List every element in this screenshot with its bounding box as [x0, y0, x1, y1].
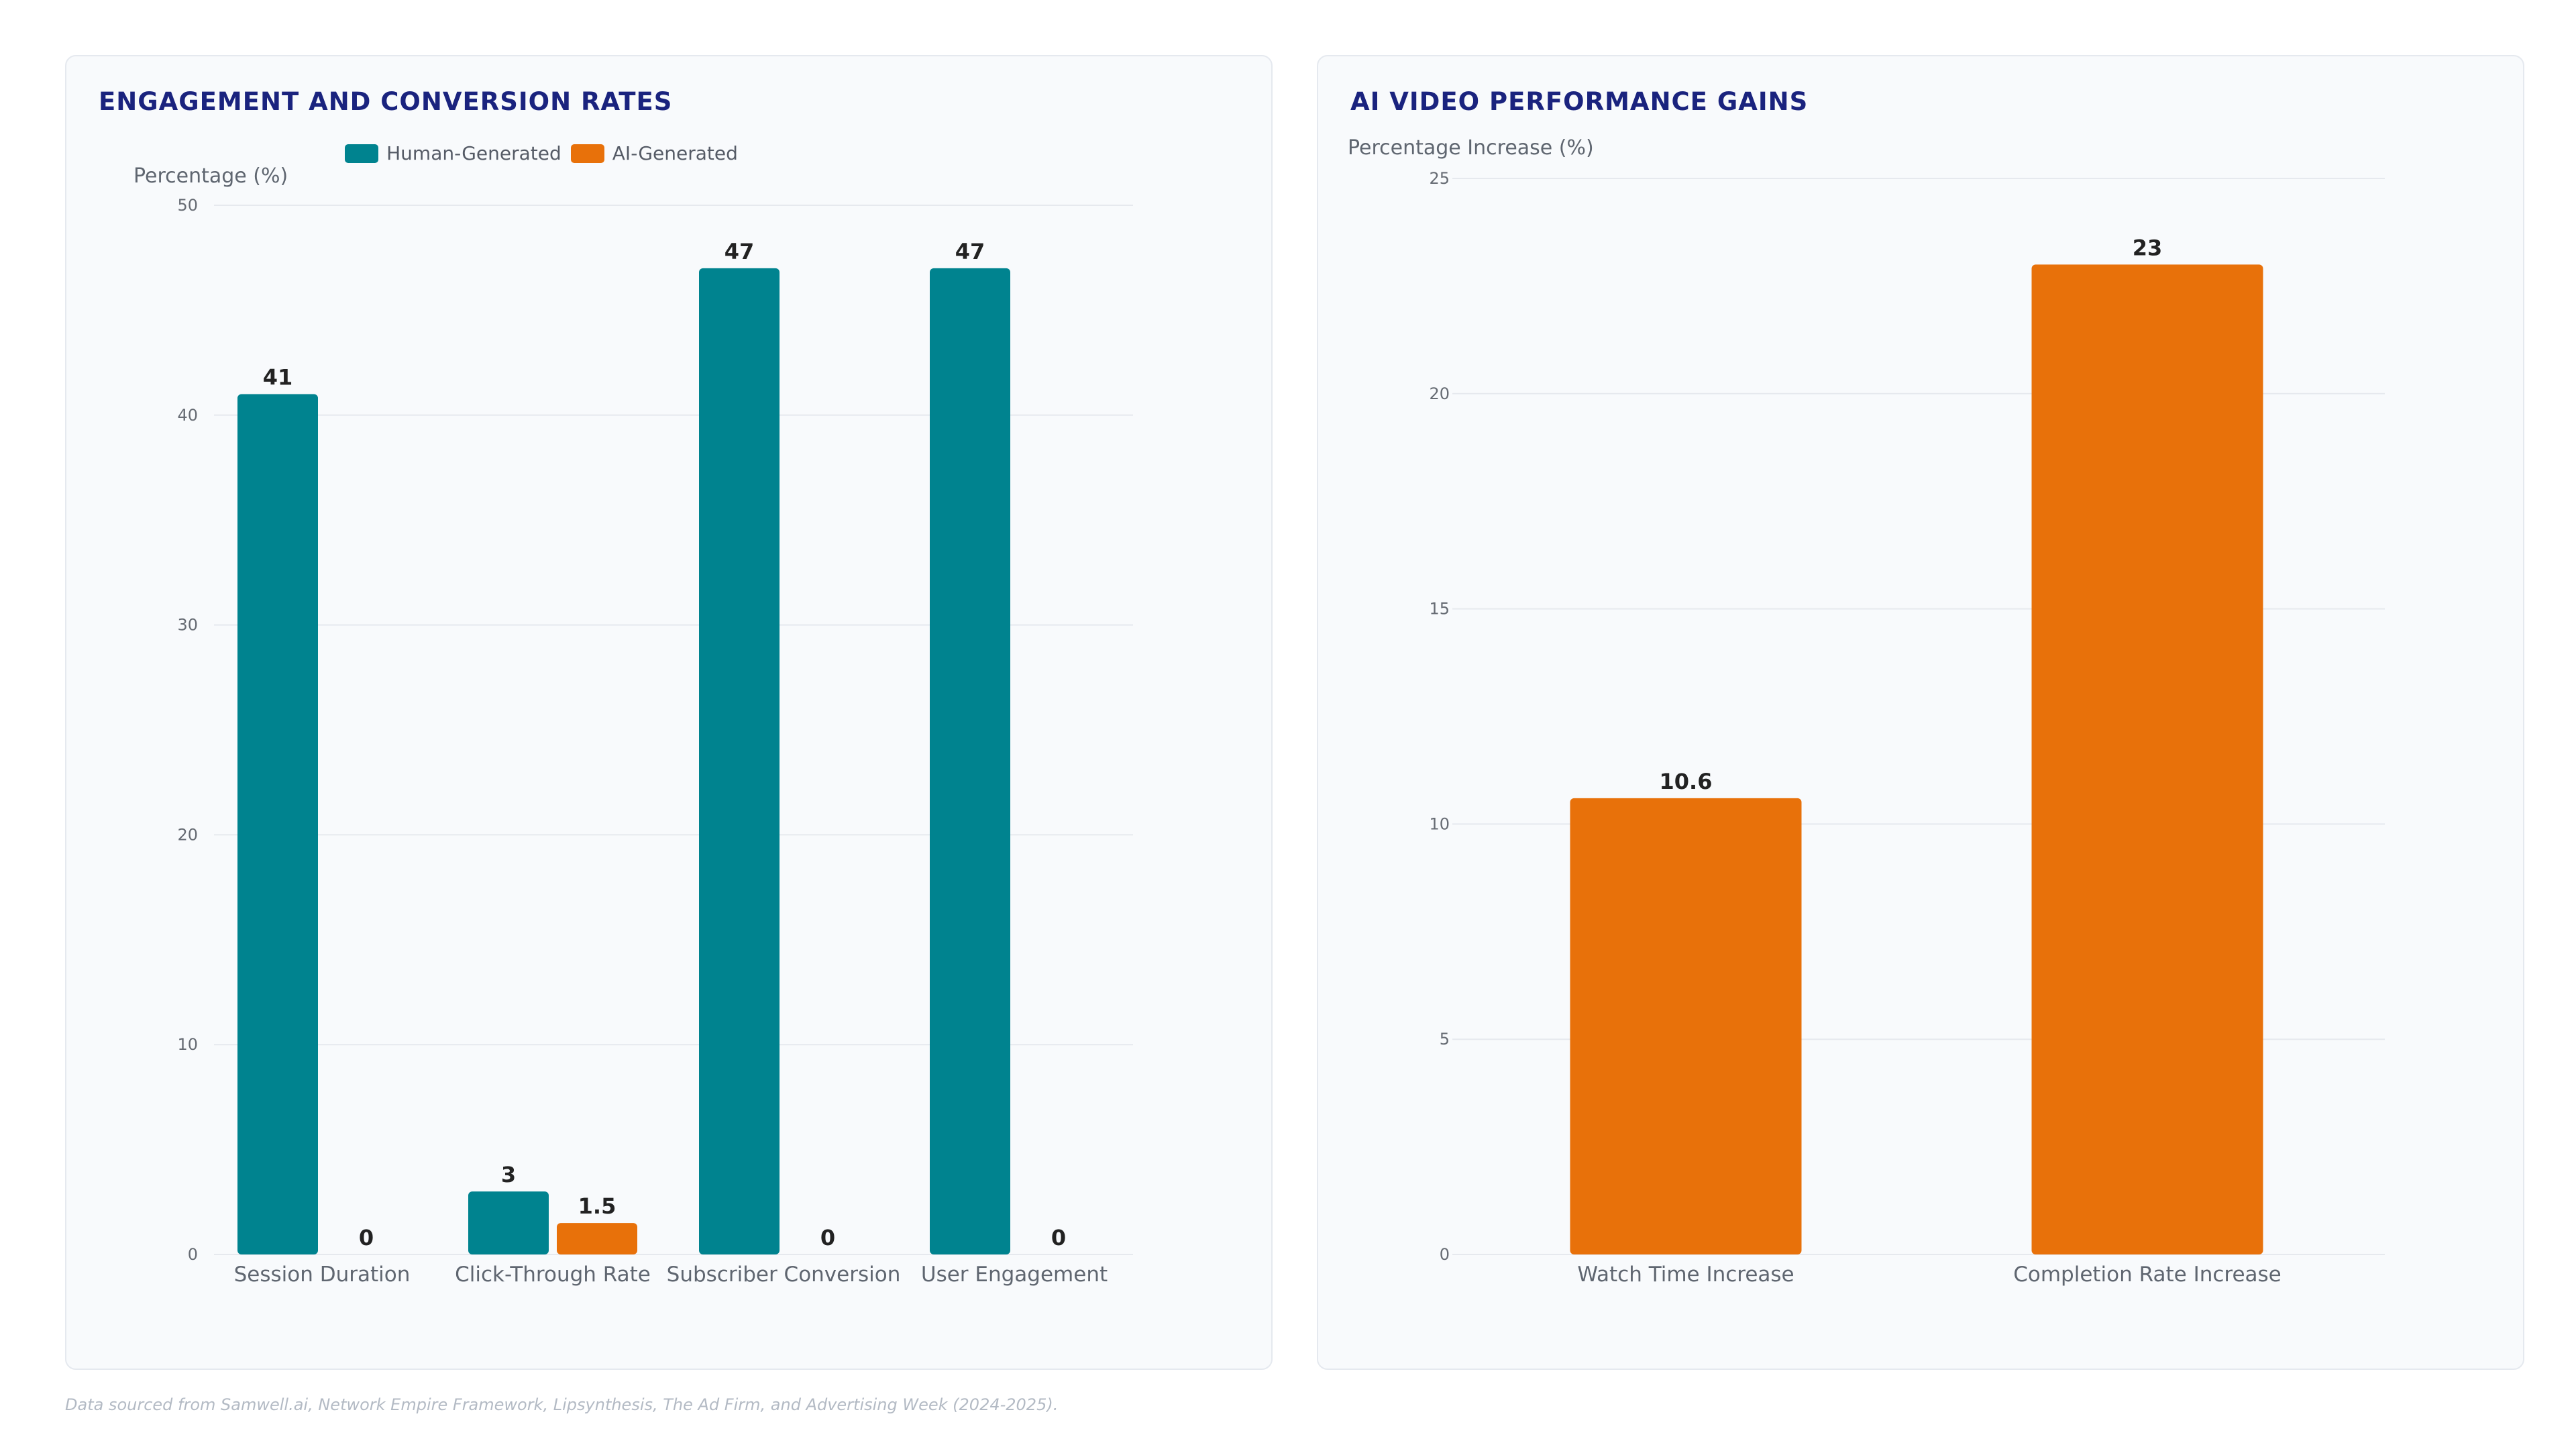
bar-session-duration-human-generated[interactable] [237, 394, 318, 1254]
y-tick-label-25: 25 [1429, 169, 1450, 188]
engagement-chart-panel: ENGAGEMENT AND CONVERSION RATES Human-Ge… [65, 55, 1273, 1370]
performance-chart-panel: AI VIDEO PERFORMANCE GAINS Percentage In… [1317, 55, 2524, 1370]
y-tick-label-20: 20 [177, 825, 198, 844]
value-label-session-duration-human-generated: 41 [263, 365, 293, 390]
x-tick-label-click-through-rate: Click-Through Rate [455, 1263, 651, 1287]
value-label-watch-time-increase-series-0: 10.6 [1660, 769, 1713, 794]
bar-completion-rate-increase-series-0[interactable] [2031, 264, 2263, 1254]
y-tick-label-0: 0 [1440, 1245, 1450, 1264]
performance-bar-chart: Percentage Increase (%) 0 5 10 15 20 25 10.6 Wat… [1348, 136, 2385, 1287]
legend-swatch-human [345, 144, 379, 163]
performance-chart-title: AI VIDEO PERFORMANCE GAINS [1350, 87, 1809, 116]
legend-item-human[interactable]: Human-Generated [345, 142, 561, 164]
legend-label-ai: AI-Generated [612, 142, 738, 164]
value-label-subscriber-conversion-human-generated: 47 [724, 239, 755, 264]
value-label-completion-rate-increase-series-0: 23 [2133, 235, 2163, 260]
bar-click-through-rate-ai-generated[interactable] [557, 1223, 637, 1254]
x-tick-label-watch-time-increase: Watch Time Increase [1577, 1263, 1794, 1287]
engagement-chart-title: ENGAGEMENT AND CONVERSION RATES [99, 87, 673, 116]
data-source-footnote: Data sourced from Samwell.ai, Network Em… [65, 1395, 1059, 1414]
bar-click-through-rate-human-generated[interactable] [468, 1191, 549, 1254]
bar-user-engagement-human-generated[interactable] [930, 268, 1010, 1255]
x-tick-label-completion-rate-increase: Completion Rate Increase [2013, 1263, 2282, 1287]
y-axis-label: Percentage (%) [133, 164, 288, 188]
value-label-click-through-rate-ai-generated: 1.5 [578, 1193, 616, 1219]
legend-label-human: Human-Generated [386, 142, 561, 164]
y-tick-label-20: 20 [1429, 384, 1450, 403]
legend-swatch-ai [570, 144, 604, 163]
bar-subscriber-conversion-human-generated[interactable] [699, 268, 780, 1255]
y-tick-label-30: 30 [177, 616, 198, 635]
x-tick-label-session-duration: Session Duration [234, 1263, 411, 1287]
value-label-session-duration-ai-generated: 0 [359, 1225, 374, 1250]
value-label-click-through-rate-human-generated: 3 [501, 1162, 516, 1187]
y-tick-label-50: 50 [177, 196, 198, 215]
y-tick-label-0: 0 [188, 1245, 198, 1264]
y-tick-label-10: 10 [177, 1035, 198, 1054]
y-tick-label-15: 15 [1429, 600, 1450, 619]
x-tick-label-subscriber-conversion: Subscriber Conversion [667, 1263, 901, 1287]
value-label-subscriber-conversion-ai-generated: 0 [820, 1225, 835, 1250]
y-axis-label: Percentage Increase (%) [1348, 136, 1594, 160]
y-tick-label-5: 5 [1440, 1030, 1450, 1049]
bar-watch-time-increase-series-0[interactable] [1570, 798, 1802, 1254]
value-label-user-engagement-human-generated: 47 [955, 239, 985, 264]
x-tick-label-user-engagement: User Engagement [921, 1263, 1108, 1287]
legend-item-ai[interactable]: AI-Generated [570, 142, 738, 164]
y-tick-label-10: 10 [1429, 814, 1450, 833]
value-label-user-engagement-ai-generated: 0 [1051, 1225, 1066, 1250]
y-tick-label-40: 40 [177, 406, 198, 425]
engagement-chart-legend: Human-Generated AI-Generated [66, 142, 1271, 164]
